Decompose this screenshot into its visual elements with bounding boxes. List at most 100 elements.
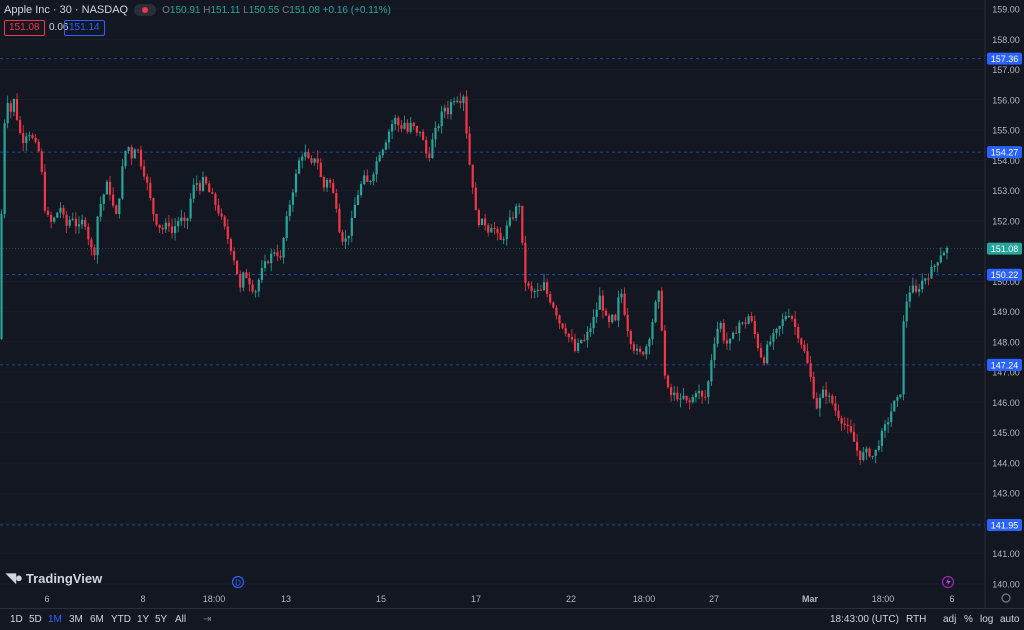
dividend-event-icon[interactable] — [231, 575, 245, 589]
last-price-badge[interactable]: 151.08 — [987, 242, 1022, 255]
candle — [902, 314, 905, 401]
close-value: 151.08 — [289, 4, 320, 16]
percent-scale-button[interactable]: % — [964, 614, 973, 625]
x-tick-label: 18:00 — [633, 594, 656, 604]
candle — [369, 179, 372, 185]
range-button-1y[interactable]: 1Y — [137, 614, 150, 625]
candle — [645, 344, 648, 360]
candle — [701, 389, 704, 404]
candle — [632, 341, 635, 355]
candle — [68, 216, 71, 228]
range-button-1m[interactable]: 1M — [48, 614, 62, 625]
range-button-1d[interactable]: 1D — [10, 614, 23, 625]
y-tick-label: 155.00 — [992, 126, 1020, 136]
candle — [415, 125, 418, 137]
candle — [170, 218, 174, 239]
candle — [189, 193, 192, 222]
candle — [192, 178, 195, 203]
spread-value: 0.06 — [49, 22, 69, 33]
candle — [558, 314, 561, 330]
range-button-ytd[interactable]: YTD — [111, 614, 131, 625]
candle — [536, 282, 539, 298]
candle — [880, 427, 883, 452]
candle — [325, 177, 329, 192]
candle — [856, 433, 859, 457]
bid-price-badge[interactable]: 151.08 — [4, 20, 45, 36]
candle — [738, 320, 741, 342]
y-tick-label: 150.00 — [992, 277, 1020, 287]
price-lines — [0, 58, 985, 526]
ask-price-badge[interactable]: 151.14 — [64, 20, 105, 36]
candle — [338, 203, 341, 234]
symbol-title[interactable]: Apple Inc · 30 · NASDAQ — [4, 4, 129, 16]
range-button-3m[interactable]: 3M — [69, 614, 83, 625]
candle — [914, 279, 918, 294]
low-value: 150.55 — [248, 4, 280, 16]
adj-button[interactable]: adj — [943, 614, 957, 625]
flash-event-icon[interactable] — [941, 575, 955, 589]
candle — [332, 178, 335, 194]
y-tick-label: 141.00 — [992, 549, 1020, 559]
candle — [434, 121, 437, 148]
price-level-badge[interactable]: 150.22 — [987, 268, 1022, 281]
candle — [480, 218, 484, 226]
x-tick-label: Mar — [802, 594, 819, 604]
candle — [74, 212, 77, 234]
candle — [865, 446, 868, 461]
range-button-5y[interactable]: 5Y — [155, 614, 168, 625]
candle — [304, 144, 307, 161]
session-button[interactable]: RTH — [906, 614, 927, 625]
candle — [493, 222, 496, 235]
x-tick-label: 15 — [376, 594, 386, 604]
y-tick-label: 143.00 — [992, 489, 1020, 499]
candle — [688, 397, 691, 410]
candle — [642, 350, 645, 356]
candle — [282, 236, 285, 264]
settings-gear-icon[interactable] — [1001, 593, 1011, 603]
y-tick-label: 153.00 — [992, 186, 1020, 196]
candle — [573, 333, 577, 353]
utc-clock[interactable]: 18:43:00 (UTC) — [830, 614, 899, 625]
candle — [942, 250, 945, 256]
tradingview-mark-icon: ◥● — [6, 570, 23, 585]
candle — [505, 220, 508, 246]
date-range-icon[interactable]: ⇥ — [203, 614, 212, 625]
candle — [446, 100, 449, 120]
candle — [732, 331, 735, 340]
price-level-badge[interactable]: 147.24 — [987, 358, 1022, 371]
tradingview-logo[interactable]: ◥● TradingView — [6, 570, 102, 586]
price-level-badge[interactable]: 157.36 — [987, 52, 1022, 65]
candle — [868, 446, 871, 458]
candle — [918, 284, 921, 297]
candle — [601, 290, 604, 319]
candle — [440, 105, 443, 134]
candle — [623, 287, 626, 317]
candle — [539, 284, 542, 291]
range-button-5d[interactable]: 5D — [29, 614, 42, 625]
candle — [152, 197, 155, 222]
candle — [766, 340, 769, 365]
candle — [744, 317, 747, 329]
candle — [468, 126, 471, 166]
log-scale-button[interactable]: log — [980, 614, 994, 625]
candle — [378, 152, 381, 162]
candle — [121, 159, 124, 200]
candle — [871, 455, 874, 460]
candle — [660, 287, 663, 332]
price-chart[interactable]: 140.00141.00142.00143.00144.00145.00146.… — [0, 0, 1024, 608]
price-level-badge[interactable]: 141.95 — [987, 518, 1022, 531]
visibility-toggle-icon[interactable] — [134, 4, 157, 16]
candle — [381, 148, 384, 159]
price-level-badge[interactable]: 154.27 — [987, 146, 1022, 159]
candle — [564, 323, 567, 337]
candle — [911, 277, 914, 294]
candle — [759, 342, 763, 359]
range-button-all[interactable]: All — [175, 614, 187, 625]
range-button-6m[interactable]: 6M — [90, 614, 104, 625]
candle — [279, 249, 282, 260]
candle — [133, 148, 136, 159]
candle — [87, 223, 90, 246]
candle — [217, 198, 220, 216]
auto-scale-button[interactable]: auto — [1000, 614, 1020, 625]
candle — [502, 236, 505, 245]
